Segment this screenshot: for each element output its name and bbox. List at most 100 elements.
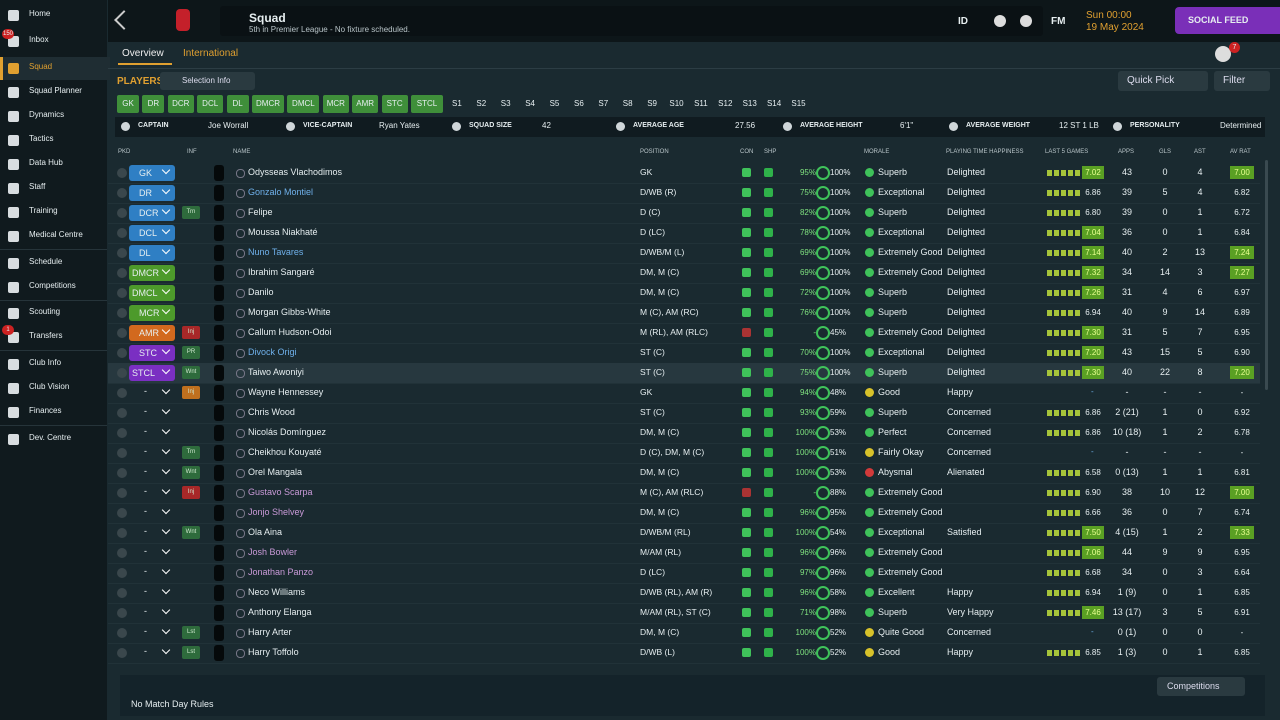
player-name[interactable]: Harry Arter: [248, 627, 292, 637]
column-header[interactable]: INF: [187, 149, 197, 155]
position-button[interactable]: MCR: [322, 95, 349, 113]
nav-item[interactable]: Training: [29, 206, 58, 215]
player-name[interactable]: Felipe: [248, 207, 273, 217]
column-header[interactable]: MORALE: [864, 149, 890, 155]
quick-pick-button[interactable]: Quick Pick: [1118, 71, 1208, 91]
position-button[interactable]: DCL: [197, 95, 224, 113]
back-button[interactable]: [114, 10, 134, 30]
nav-item[interactable]: Competitions: [29, 281, 76, 290]
player-name[interactable]: Ibrahim Sangaré: [248, 267, 315, 277]
position-button[interactable]: S7: [598, 99, 609, 108]
player-row[interactable]: DMCR Ibrahim Sangaré DM, M (C) 69% 100% Extre…: [108, 263, 1260, 284]
position-chip[interactable]: MCR: [129, 305, 175, 321]
column-header[interactable]: GLS: [1159, 149, 1172, 155]
player-row[interactable]: - Jonathan Panzo D (LC) 97% 96% Extremely Goo…: [108, 563, 1260, 584]
position-button[interactable]: S8: [622, 99, 633, 108]
position-chip[interactable]: -: [144, 646, 147, 656]
nav-item[interactable]: Squad: [29, 62, 53, 71]
nav-item[interactable]: Staff: [29, 182, 46, 191]
nav-item[interactable]: Medical Centre: [29, 230, 83, 239]
fm-button[interactable]: FM: [1051, 16, 1066, 27]
position-button[interactable]: GK: [117, 95, 139, 113]
position-chip[interactable]: -: [144, 406, 147, 416]
tab[interactable]: International: [183, 48, 239, 59]
position-button[interactable]: S3: [500, 99, 511, 108]
player-name[interactable]: Chris Wood: [248, 407, 295, 417]
player-name[interactable]: Gustavo Scarpa: [248, 487, 313, 497]
player-row[interactable]: - Nicolás Domínguez DM, M (C) 100% 53% Perfec…: [108, 423, 1260, 444]
position-chip[interactable]: DCL: [129, 225, 175, 241]
player-name[interactable]: Cheikhou Kouyaté: [248, 447, 322, 457]
position-button[interactable]: S12: [718, 99, 733, 108]
column-header[interactable]: NAME: [233, 149, 251, 155]
position-chip[interactable]: STC: [129, 345, 175, 361]
position-button[interactable]: S10: [669, 99, 684, 108]
social-feed-button[interactable]: SOCIAL FEED: [1175, 7, 1280, 34]
filter-button[interactable]: Filter: [1214, 71, 1270, 91]
position-button[interactable]: S13: [742, 99, 757, 108]
position-chip[interactable]: DMCR: [129, 265, 175, 281]
column-header[interactable]: CON: [740, 149, 754, 155]
player-name[interactable]: Morgan Gibbs-White: [248, 307, 331, 317]
player-name[interactable]: Ola Aina: [248, 527, 283, 537]
player-row[interactable]: - Lst Harry Arter DM, M (C) 100% 52% Quite Goo…: [108, 623, 1260, 644]
position-chip[interactable]: -: [144, 586, 147, 596]
tab[interactable]: Overview: [122, 48, 164, 59]
player-row[interactable]: - Inj Gustavo Scarpa M (C), AM (RLC) - 88% Ext…: [108, 483, 1260, 504]
position-chip[interactable]: DL: [129, 245, 175, 261]
nav-item[interactable]: Home: [29, 9, 51, 18]
position-button[interactable]: S5: [549, 99, 560, 108]
column-header[interactable]: POSITION: [640, 149, 669, 155]
nav-item[interactable]: Tactics: [29, 134, 54, 143]
player-row[interactable]: STC PR Divock Origi ST (C) 70% 100% Exceptiona…: [108, 343, 1260, 364]
player-row[interactable]: - Wnt Orel Mangala DM, M (C) 100% 53% Abysmal A…: [108, 463, 1260, 484]
position-chip[interactable]: AMR: [129, 325, 175, 341]
position-button[interactable]: S14: [766, 99, 782, 108]
player-row[interactable]: - Josh Bowler M/AM (RL) 96% 96% Extremely Goo…: [108, 543, 1260, 564]
player-name[interactable]: Moussa Niakhaté: [248, 227, 318, 237]
position-chip[interactable]: -: [144, 606, 147, 616]
player-row[interactable]: - Anthony Elanga M/AM (RL), ST (C) 71% 98% Su…: [108, 603, 1260, 624]
position-button[interactable]: S9: [647, 99, 657, 108]
column-header[interactable]: APPS: [1118, 149, 1135, 155]
column-header[interactable]: PKD: [118, 149, 131, 155]
position-button[interactable]: DR: [142, 95, 165, 113]
position-chip[interactable]: -: [144, 566, 147, 576]
player-row[interactable]: GK Odysseas Vlachodimos GK 95% 100% Superb Del…: [108, 163, 1260, 184]
competitions-button[interactable]: Competitions: [1157, 677, 1245, 696]
nav-item[interactable]: Data Hub: [29, 158, 63, 167]
position-button[interactable]: S15: [791, 99, 806, 108]
notifications-icon[interactable]: [1215, 46, 1231, 62]
id-button[interactable]: ID: [958, 16, 968, 27]
nav-item[interactable]: Club Info: [29, 358, 62, 367]
position-chip[interactable]: -: [144, 506, 147, 516]
player-row[interactable]: DMCL Danilo DM, M (C) 72% 100% Superb Delighte…: [108, 283, 1260, 304]
position-button[interactable]: DL: [226, 95, 249, 113]
player-row[interactable]: - Neco Williams D/WB (RL), AM (R) 96% 58% Exc…: [108, 583, 1260, 604]
position-button[interactable]: S2: [476, 99, 487, 108]
position-button[interactable]: AMR: [352, 95, 379, 113]
position-chip[interactable]: -: [144, 486, 147, 496]
position-chip[interactable]: -: [144, 626, 147, 636]
position-chip[interactable]: DCR: [129, 205, 175, 221]
position-chip[interactable]: -: [144, 446, 147, 456]
position-button[interactable]: STC: [381, 95, 408, 113]
player-row[interactable]: DL Nuno Tavares D/WB/M (L) 69% 100% Extremely…: [108, 243, 1260, 264]
player-name[interactable]: Wayne Hennessey: [248, 387, 324, 397]
player-name[interactable]: Neco Williams: [248, 587, 306, 597]
nav-item[interactable]: Squad Planner: [29, 86, 82, 95]
player-name[interactable]: Gonzalo Montiel: [248, 187, 314, 197]
column-header[interactable]: SHP: [764, 149, 777, 155]
position-button[interactable]: DMCL: [287, 95, 320, 113]
nav-item[interactable]: Dynamics: [29, 110, 65, 119]
position-chip[interactable]: -: [144, 526, 147, 536]
position-chip[interactable]: -: [144, 426, 147, 436]
player-row[interactable]: - Inj Wayne Hennessey GK 94% 48% Good Happy - - - -…: [108, 383, 1260, 404]
column-header[interactable]: AST: [1194, 149, 1206, 155]
player-name[interactable]: Harry Toffolo: [248, 647, 299, 657]
player-name[interactable]: Callum Hudson-Odoi: [248, 327, 332, 337]
position-chip[interactable]: GK: [129, 165, 175, 181]
player-name[interactable]: Taiwo Awoniyi: [248, 367, 304, 377]
position-button[interactable]: S1: [451, 99, 462, 108]
position-chip[interactable]: DR: [129, 185, 175, 201]
